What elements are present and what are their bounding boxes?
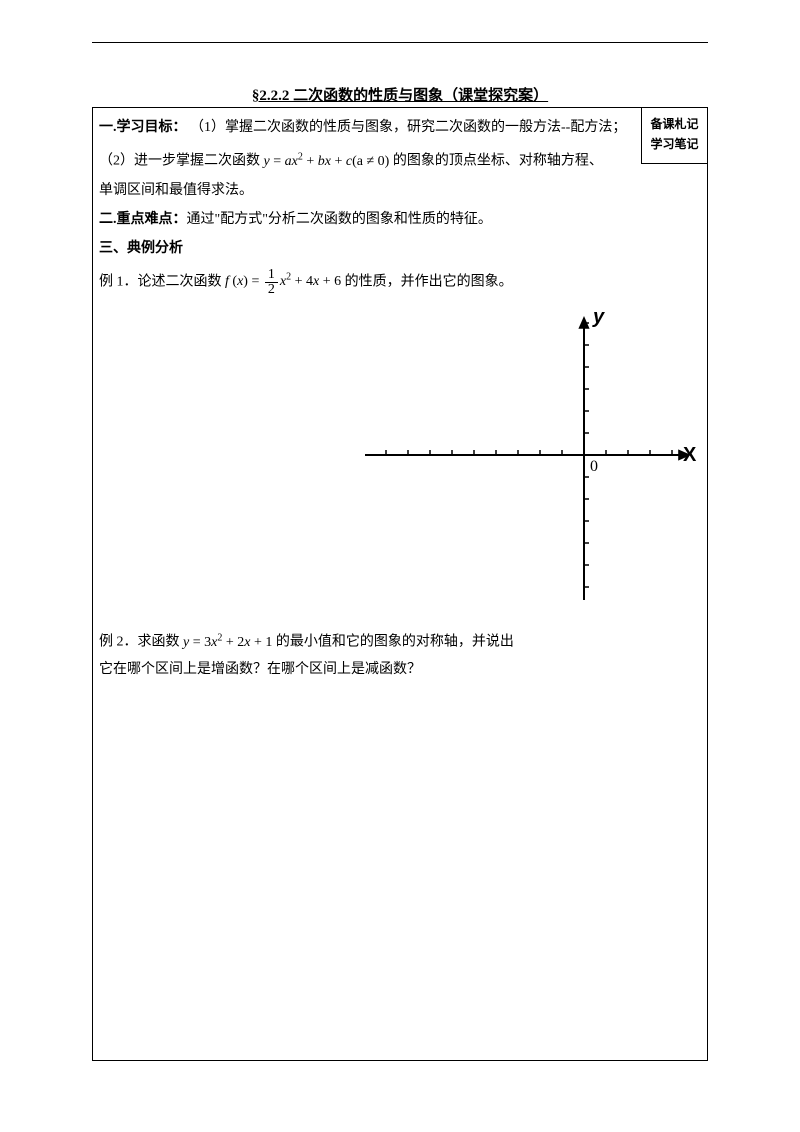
coordinate-axes: y X 0	[347, 304, 703, 614]
ex2-eq: = 3	[193, 635, 211, 650]
sym-ax: ax	[285, 154, 298, 169]
page-title: §2.2.2 二次函数的性质与图象（课堂探究案）	[92, 84, 708, 105]
ex2-p1: + 2	[222, 635, 244, 650]
ex2-p2: + 1	[250, 635, 272, 650]
ex2-pre: 例 2．求函数	[99, 635, 183, 650]
example-2: 例 2．求函数 y = 3x2 + 2x + 1 的最小值和它的图象的对称轴，并…	[99, 624, 627, 683]
example-1: 例 1．论述二次函数 f (x) = 12x2 + 4x + 6 的性质，并作出…	[99, 264, 701, 297]
goal-line-3: 单调区间和最值得求法。	[99, 177, 701, 204]
goal-line-1: 一.学习目标： （1）掌握二次函数的性质与图象，研究二次函数的一般方法--配方法…	[99, 114, 701, 141]
sym-plus1: +	[303, 154, 318, 169]
ex2-post: 的最小值和它的图象的对称轴，并说出	[272, 635, 514, 650]
sym-close: ) =	[243, 274, 263, 289]
sec2-heading: 二.重点难点：	[99, 212, 187, 227]
x-axis-label: X	[683, 444, 696, 467]
ex2-line2: 它在哪个区间上是增函数？在哪个区间上是减函数？	[99, 656, 627, 683]
ex1-post: 的性质，并作出它的图象。	[341, 274, 513, 289]
goal2-formula: y = ax2 + bx + c(a ≠ 0)	[264, 154, 390, 169]
origin-label: 0	[590, 458, 598, 476]
main-text: 一.学习目标： （1）掌握二次函数的性质与图象，研究二次函数的一般方法--配方法…	[99, 114, 701, 299]
sym-bx: bx	[318, 154, 331, 169]
page-top-rule	[92, 42, 708, 43]
sym-p1: + 4	[291, 274, 313, 289]
sym-p2: + 6	[319, 274, 341, 289]
sym-paren: (a ≠ 0)	[352, 154, 389, 169]
ex1-pre: 例 1．论述二次函数	[99, 274, 225, 289]
frac-num: 1	[265, 268, 278, 283]
sec1-heading: 一.学习目标：	[99, 120, 187, 135]
ex1-formula: f (x) = 12x2 + 4x + 6	[225, 274, 341, 289]
sym-plus2: +	[331, 154, 346, 169]
ex2-formula: y = 3x2 + 2x + 1	[183, 635, 272, 650]
ex2-line1: 例 2．求函数 y = 3x2 + 2x + 1 的最小值和它的图象的对称轴，并…	[99, 624, 627, 656]
frac-den: 2	[265, 283, 278, 297]
goal2-post: 的图象的顶点坐标、对称轴方程、	[389, 154, 603, 169]
y-axis-label: y	[593, 306, 604, 329]
goal1: （1）掌握二次函数的性质与图象，研究二次函数的一般方法--配方法；	[190, 120, 626, 135]
sym-eq: =	[273, 154, 284, 169]
sym-y: y	[264, 154, 274, 169]
goal-line-2: （2）进一步掌握二次函数 y = ax2 + bx + c(a ≠ 0) 的图象…	[99, 143, 701, 175]
ex2-y: y	[183, 635, 193, 650]
content-frame: 备课札记 学习笔记 一.学习目标： （1）掌握二次函数的性质与图象，研究二次函数…	[92, 107, 708, 1061]
sec3-heading: 三、典例分析	[99, 235, 701, 262]
sec2-text: 通过"配方式"分析二次函数的图象和性质的特征。	[187, 212, 492, 227]
sec2-line: 二.重点难点：通过"配方式"分析二次函数的图象和性质的特征。	[99, 206, 701, 233]
axes-svg	[347, 304, 703, 614]
goal2-pre: （2）进一步掌握二次函数	[99, 154, 264, 169]
